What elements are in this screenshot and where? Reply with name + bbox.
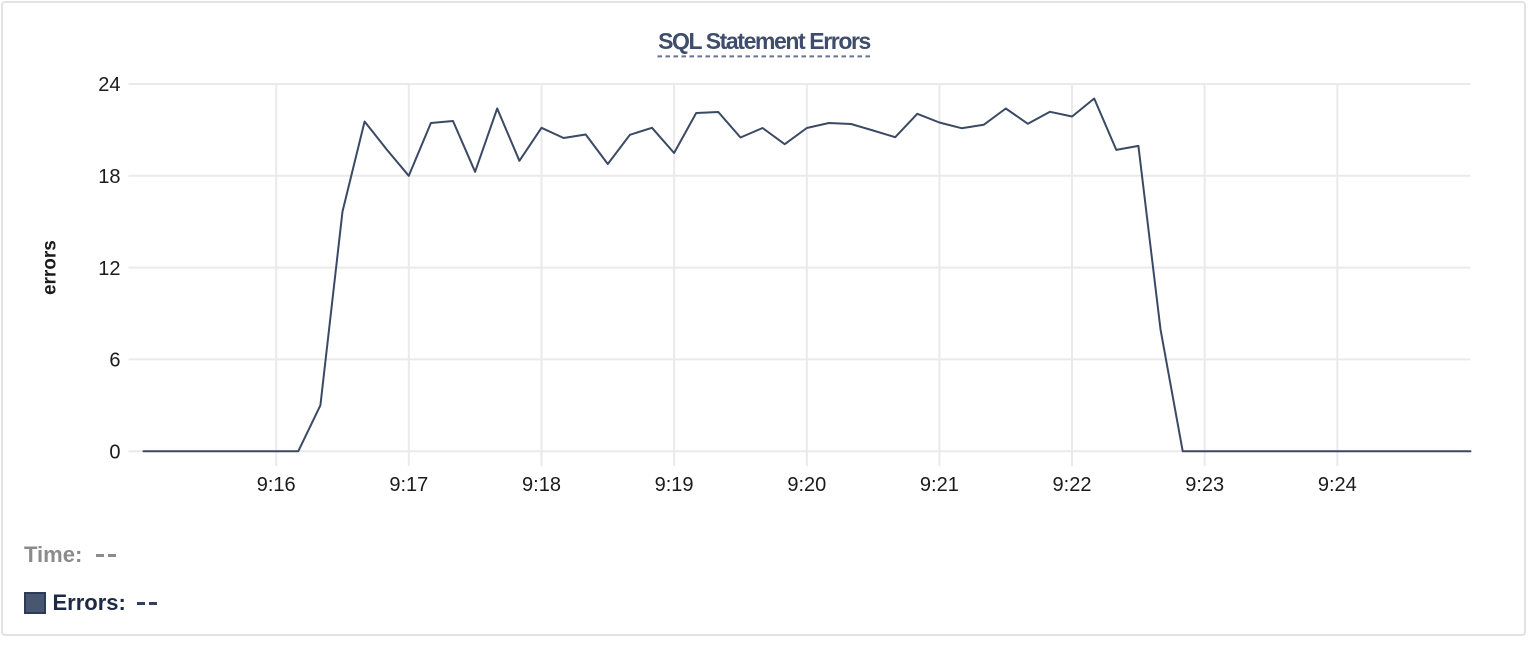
svg-text:0: 0 — [109, 441, 120, 463]
svg-text:9:17: 9:17 — [389, 474, 428, 496]
svg-text:9:22: 9:22 — [1053, 474, 1092, 496]
svg-text:9:21: 9:21 — [920, 474, 959, 496]
svg-text:12: 12 — [98, 258, 120, 280]
svg-text:24: 24 — [98, 74, 120, 96]
svg-text:errors: errors — [40, 240, 61, 295]
svg-text:9:19: 9:19 — [655, 474, 694, 496]
svg-text:9:23: 9:23 — [1185, 474, 1224, 496]
svg-text:9:16: 9:16 — [257, 474, 296, 496]
svg-text:6: 6 — [109, 350, 120, 372]
svg-text:18: 18 — [98, 166, 120, 188]
svg-text:9:18: 9:18 — [522, 474, 561, 496]
svg-text:9:24: 9:24 — [1318, 474, 1357, 496]
svg-text:9:20: 9:20 — [787, 474, 826, 496]
